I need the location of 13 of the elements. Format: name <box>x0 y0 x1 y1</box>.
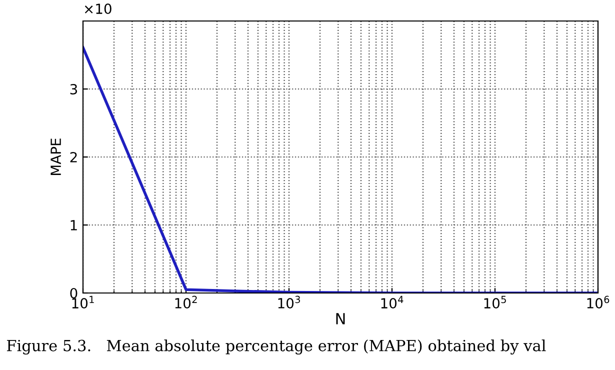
x-axis-title: N <box>336 313 345 324</box>
y-tick-label: 1 <box>70 220 77 230</box>
x-tick-label: 10$^{2}$ <box>175 296 197 309</box>
caption: Figure 5.3. Mean absolute percentage error (MAPE) obtained by val <box>6 340 546 354</box>
x-tick-label: 10$^{3}$ <box>278 296 300 309</box>
y-tick-label: 0 <box>70 288 78 298</box>
y-tick-label: 3 <box>70 84 78 94</box>
y-tick-label: 2 <box>70 152 77 162</box>
text: ×10 <box>84 4 112 14</box>
x-tick-label: 10$^{6}$ <box>587 296 610 309</box>
x-tick-label: 10$^{5}$ <box>484 296 506 309</box>
y-axis-title: MAPE <box>50 138 61 175</box>
x-tick-label: 10$^{4}$ <box>381 296 404 309</box>
